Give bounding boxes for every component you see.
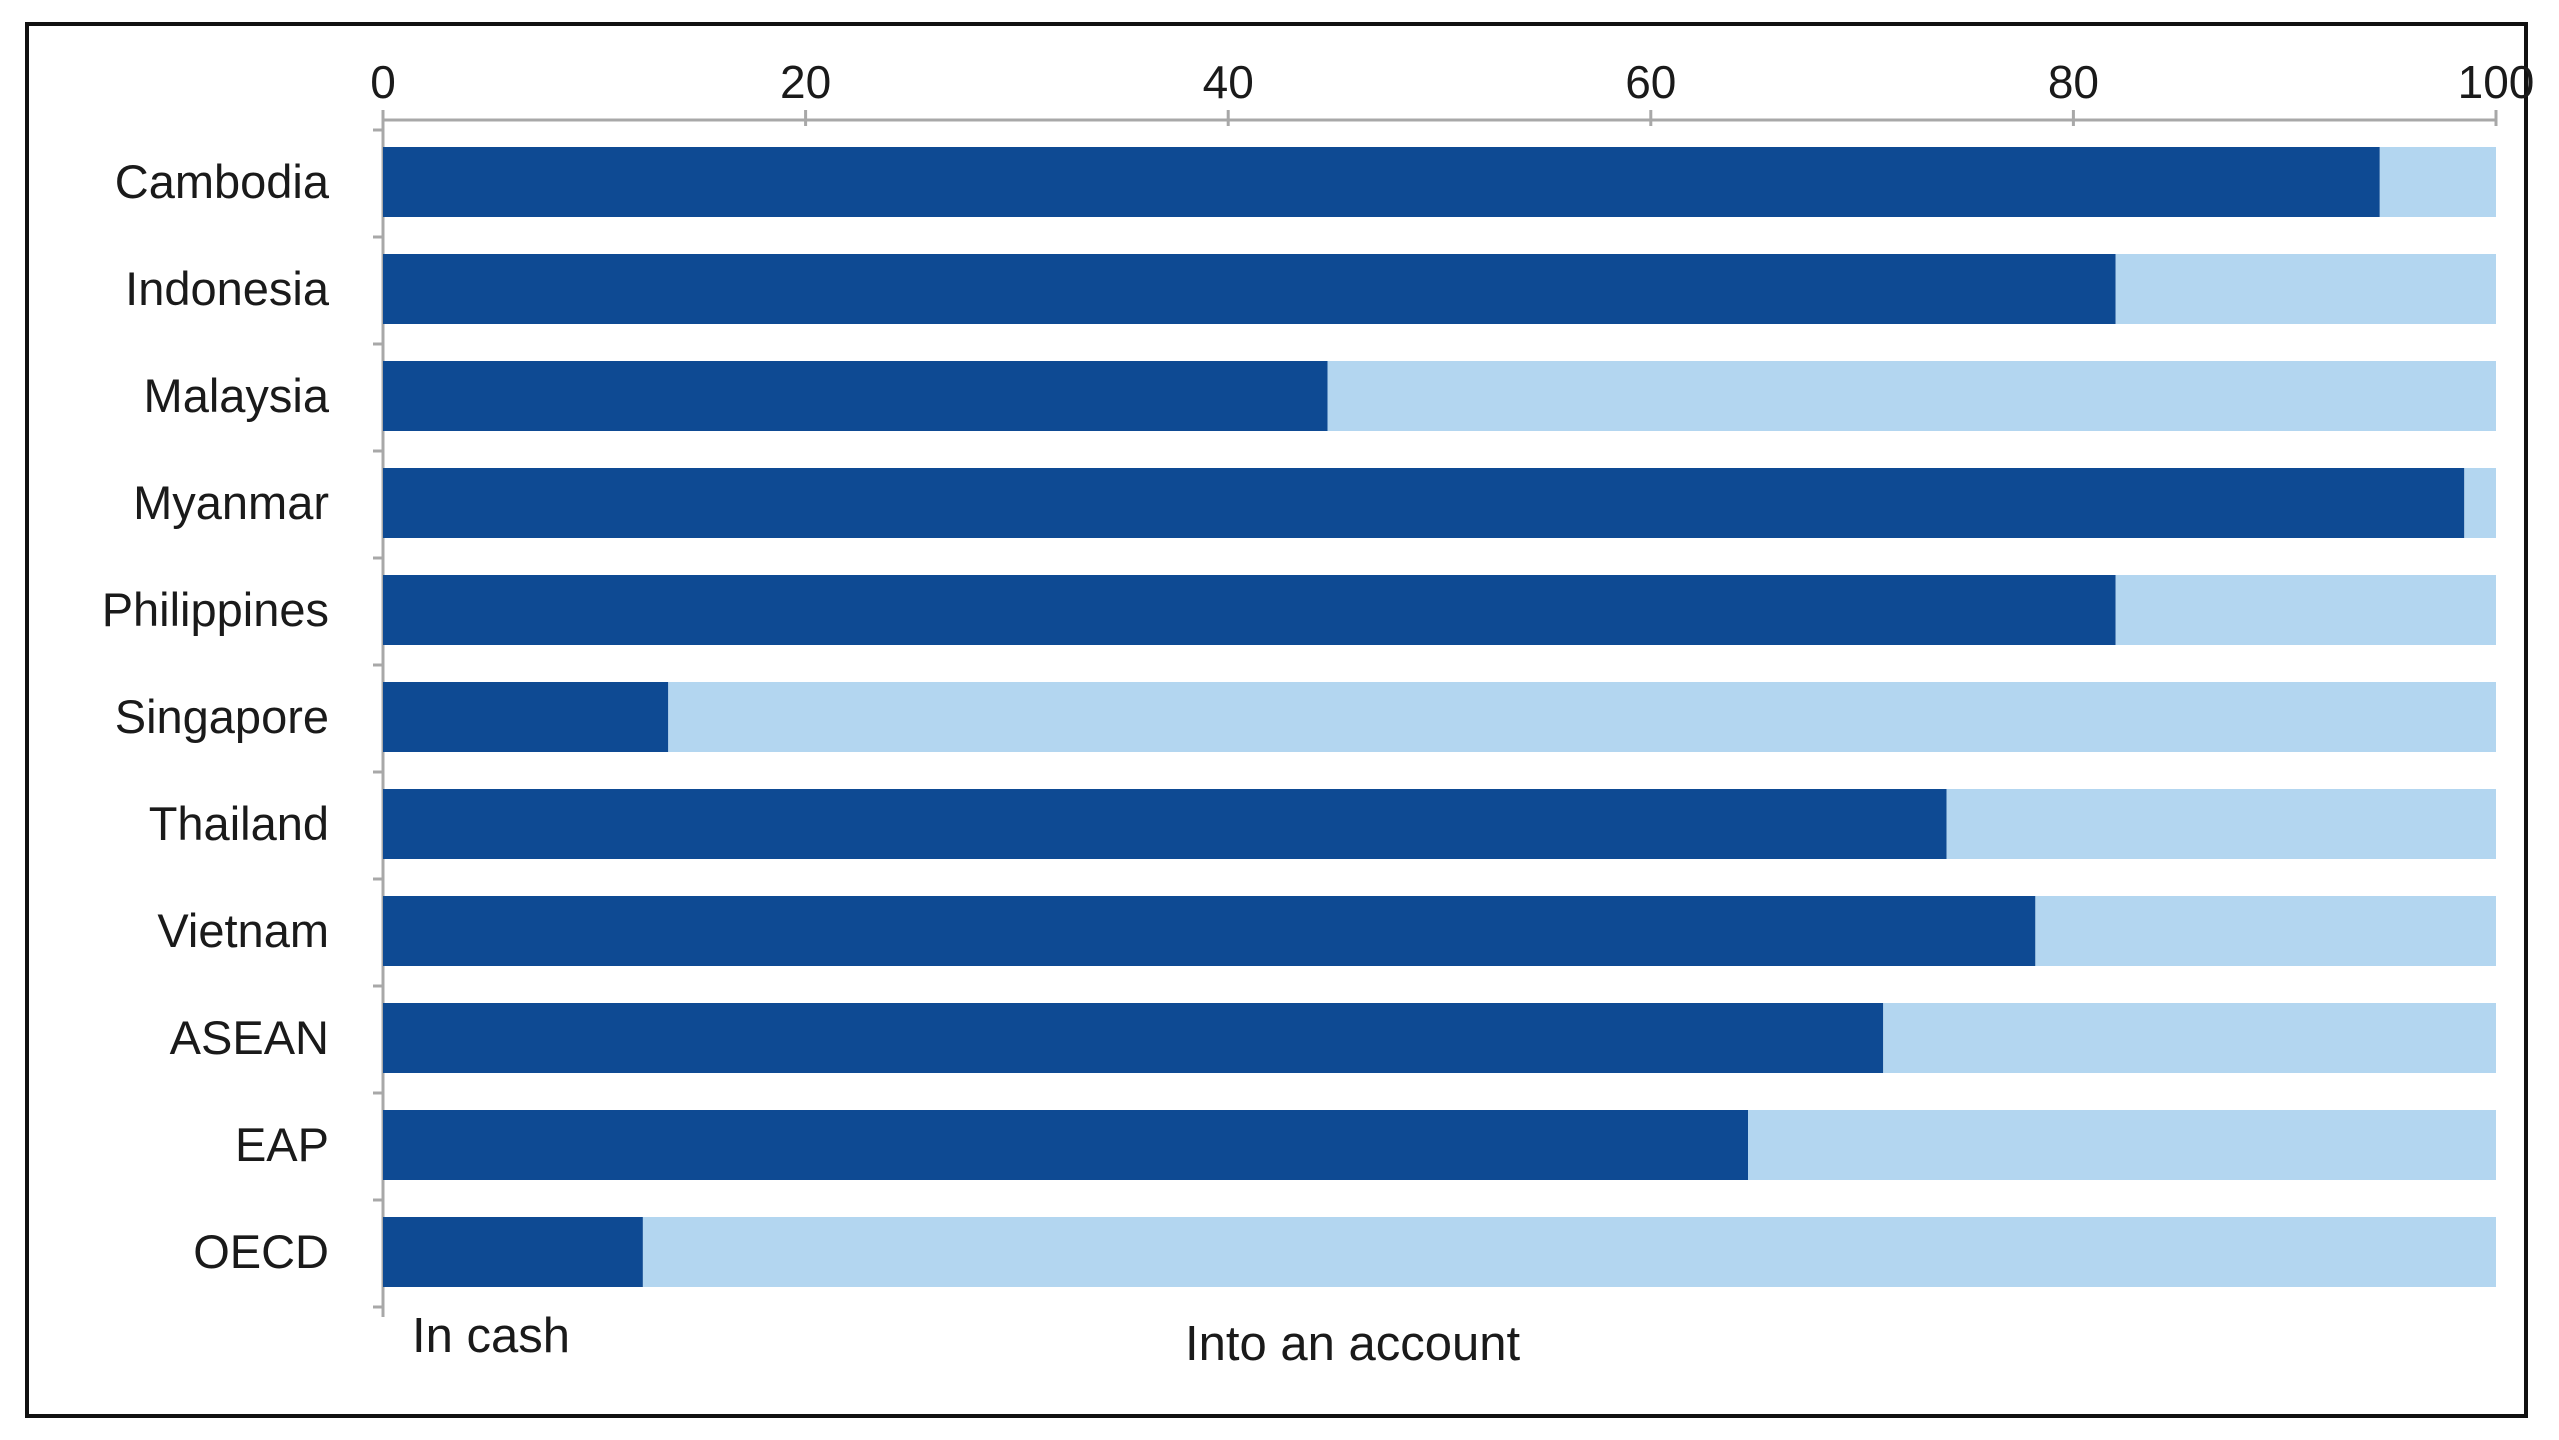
category-label: Singapore	[115, 690, 329, 743]
bar-in-cash-indonesia	[383, 254, 2116, 324]
bar-into-account-philippines	[2115, 575, 2496, 645]
bar-in-cash-oecd	[383, 1217, 643, 1287]
bar-in-cash-vietnam	[383, 896, 2036, 966]
bar-in-cash-asean	[383, 1003, 1884, 1073]
x-tick-label: 100	[2458, 56, 2535, 108]
bar-in-cash-philippines	[383, 575, 2116, 645]
x-tick-label: 20	[780, 56, 831, 108]
category-label: Myanmar	[133, 476, 329, 529]
x-tick-label: 60	[1625, 56, 1676, 108]
bar-in-cash-cambodia	[383, 147, 2380, 217]
bar-into-account-myanmar	[2464, 468, 2496, 538]
bar-into-account-asean	[1883, 1003, 2496, 1073]
bar-into-account-indonesia	[2115, 254, 2496, 324]
bar-in-cash-malaysia	[383, 361, 1328, 431]
bar-in-cash-eap	[383, 1110, 1748, 1180]
category-label: Vietnam	[157, 904, 329, 957]
chart-category-labels: Cambodia Indonesia Malaysia Myanmar Philippi…	[102, 155, 330, 1278]
category-label: Malaysia	[144, 369, 330, 422]
legend-label: In cash	[412, 1309, 570, 1363]
bar-into-account-eap	[1747, 1110, 2496, 1180]
category-label: EAP	[235, 1118, 329, 1171]
category-label: OECD	[193, 1225, 329, 1278]
chart-bars	[383, 147, 2497, 1287]
bar-into-account-thailand	[1946, 789, 2496, 859]
chart-legend: In cash Into an account	[412, 1309, 1520, 1371]
bar-in-cash-thailand	[383, 789, 1947, 859]
bar-into-account-cambodia	[2379, 147, 2496, 217]
bar-into-account-oecd	[642, 1217, 2497, 1287]
x-tick-label: 0	[370, 56, 396, 108]
category-label: Philippines	[102, 583, 329, 636]
bar-in-cash-singapore	[383, 682, 669, 752]
category-label: Indonesia	[125, 262, 330, 315]
legend-label: Into an account	[1185, 1317, 1520, 1371]
category-label: ASEAN	[170, 1011, 329, 1064]
category-label: Thailand	[149, 797, 329, 850]
bar-into-account-malaysia	[1327, 361, 2496, 431]
x-tick-label: 80	[2048, 56, 2099, 108]
bar-in-cash-myanmar	[383, 468, 2465, 538]
category-label: Cambodia	[115, 155, 330, 208]
bar-into-account-singapore	[668, 682, 2496, 752]
x-tick-label: 40	[1203, 56, 1254, 108]
bar-into-account-vietnam	[2035, 896, 2496, 966]
